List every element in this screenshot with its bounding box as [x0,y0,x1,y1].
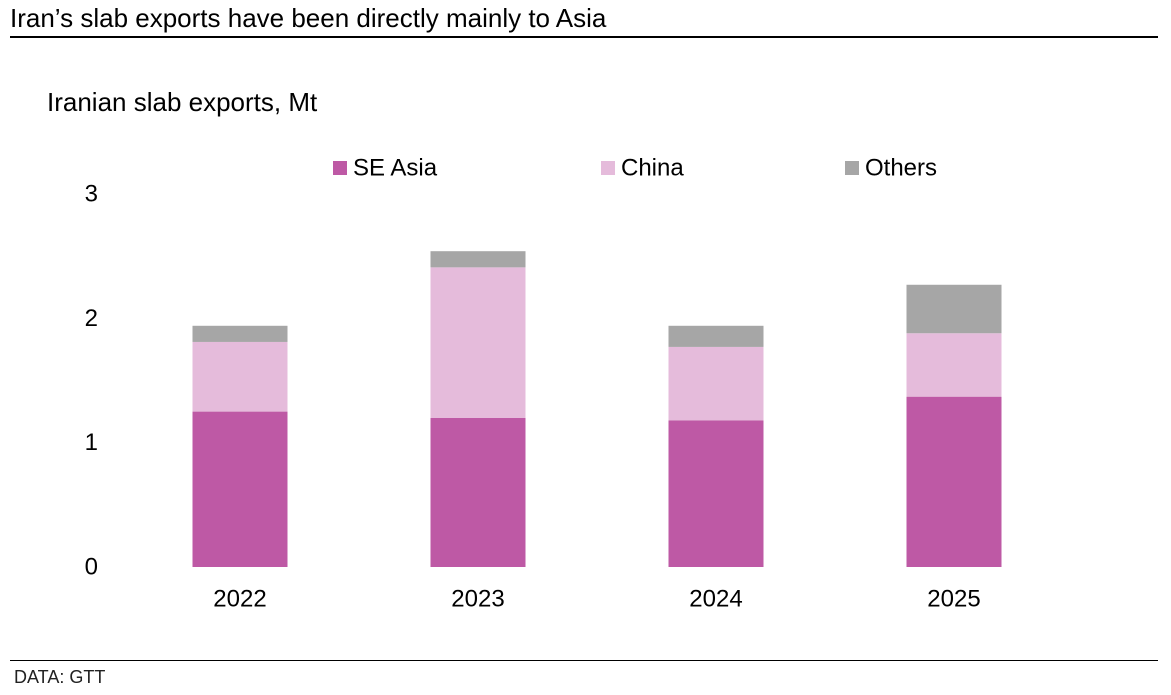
bar-others-2023 [430,251,526,268]
bar-others-2022 [192,325,288,342]
legend-label-se-asia: SE Asia [353,155,438,182]
bar-others-2025 [906,284,1002,334]
x-tick-label-2023: 2023 [451,586,504,613]
chart-title: Iranian slab exports, Mt [47,87,318,117]
bar-china-2023 [430,267,526,418]
x-tick-label-2022: 2022 [213,586,266,613]
y-tick-label-3: 3 [85,181,98,208]
y-tick-label-1: 1 [85,429,98,456]
bar-se-asia-2022 [192,411,288,567]
y-axis: 0 1 2 3 [85,181,98,581]
top-divider [10,36,1158,38]
bar-se-asia-2024 [668,420,764,567]
y-tick-label-2: 2 [85,305,98,332]
legend: SE Asia China Others [333,155,937,182]
bar-se-asia-2025 [906,396,1002,567]
bar-area [192,251,1002,567]
legend-swatch-china [601,161,615,175]
legend-label-china: China [621,155,684,182]
legend-label-others: Others [865,155,937,182]
bar-china-2025 [906,333,1002,397]
x-axis: 2022 2023 2024 2025 [213,586,980,613]
bar-others-2024 [668,325,764,347]
y-tick-label-0: 0 [85,554,98,581]
bar-china-2022 [192,341,288,412]
legend-swatch-se-asia [333,161,347,175]
data-source: DATA: GTT [14,667,106,687]
x-tick-label-2025: 2025 [927,586,980,613]
bar-china-2024 [668,346,764,421]
bottom-divider [10,660,1158,661]
legend-swatch-others [845,161,859,175]
bar-se-asia-2023 [430,417,526,567]
x-tick-label-2024: 2024 [689,586,742,613]
chart-headline: Iran’s slab exports have been directly m… [10,3,607,33]
